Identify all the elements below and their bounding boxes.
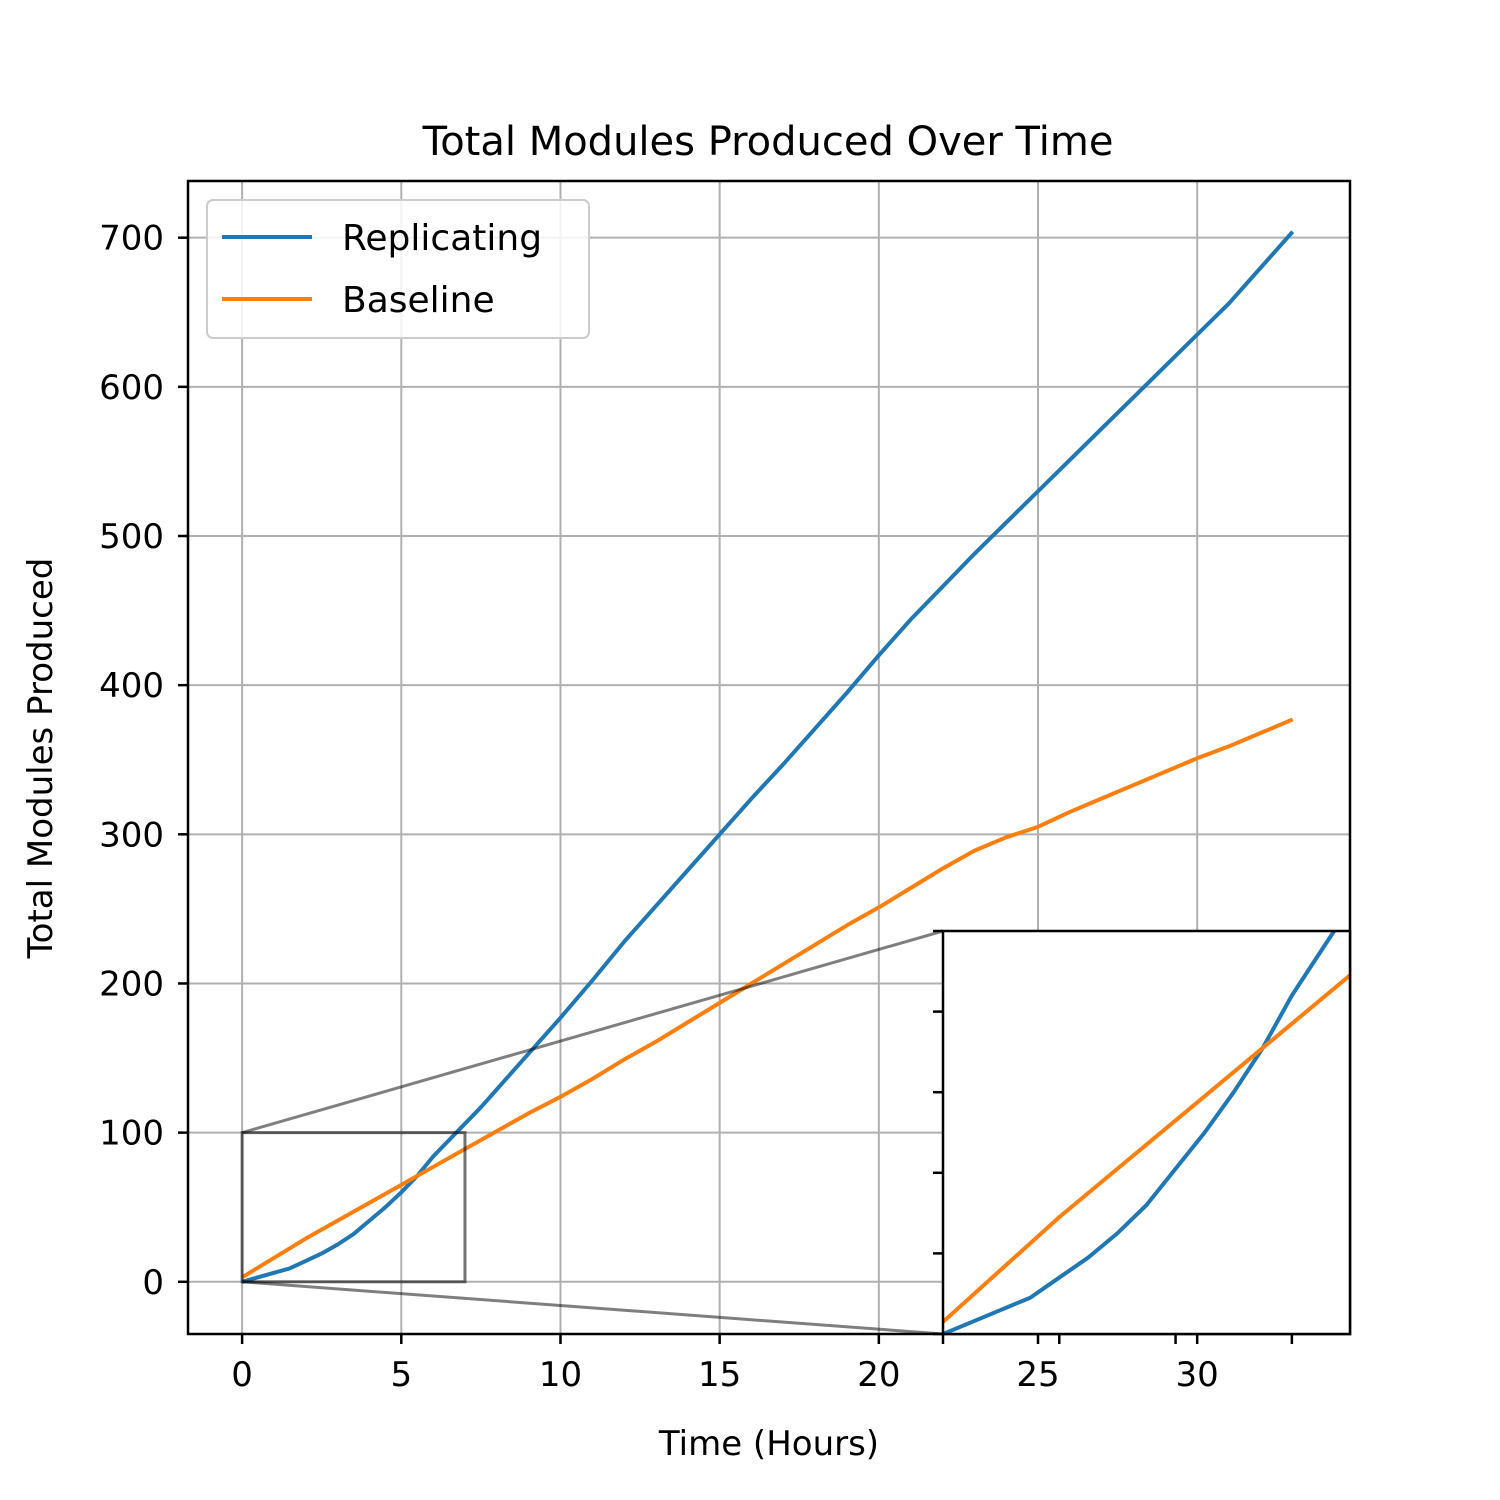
legend-label-baseline: Baseline: [342, 280, 495, 321]
y-tick-label: 0: [142, 1263, 164, 1303]
x-tick-label: 5: [390, 1355, 412, 1395]
x-tick-label: 0: [231, 1355, 253, 1395]
y-tick-label: 100: [99, 1114, 164, 1154]
y-axis: 0 100 200 300 400 500 600 700: [99, 219, 188, 1303]
plot-frame: [186, 179, 1352, 1336]
legend-label-replicating: Replicating: [342, 218, 542, 259]
y-tick-label: 200: [99, 964, 164, 1004]
inset-series-line-replicating: [943, 931, 1337, 1334]
inset-series-layer: [943, 931, 1350, 1334]
zoom-connector-top: [241, 929, 944, 1135]
inset-background: [943, 931, 1350, 1334]
y-tick-label: 600: [99, 368, 164, 408]
x-tick-label: 20: [857, 1355, 900, 1395]
legend: Replicating Baseline: [206, 199, 590, 339]
series-line-replicating: [241, 230, 1295, 1284]
zoom-region-rect: [240, 1131, 467, 1284]
inset-frame: [941, 929, 1352, 1336]
y-tick-label: 400: [99, 666, 164, 706]
x-axis: 0 5 10 15 20 25 30: [231, 1334, 1219, 1395]
chart-title: Total Modules Produced Over Time: [422, 119, 1114, 165]
inset-zoom-indicator: [240, 929, 944, 1336]
y-tick-label: 700: [99, 219, 164, 259]
x-axis-label: Time (Hours): [658, 1424, 879, 1464]
y-tick-label: 300: [99, 815, 164, 855]
y-tick-label: 500: [99, 517, 164, 557]
inset-series-line-baseline: [943, 972, 1350, 1324]
series-layer: [241, 230, 1295, 1284]
x-tick-label: 15: [698, 1355, 741, 1395]
inset-ticks: [933, 929, 1294, 1344]
series-line-baseline: [241, 717, 1294, 1280]
zoom-connector-bottom: [242, 1280, 944, 1336]
x-tick-label: 30: [1176, 1355, 1219, 1395]
x-tick-label: 10: [539, 1355, 582, 1395]
y-axis-label: Total Modules Produced: [21, 558, 61, 960]
inset-axes: [933, 929, 1352, 1344]
legend-box: [206, 199, 590, 339]
x-tick-label: 25: [1016, 1355, 1059, 1395]
